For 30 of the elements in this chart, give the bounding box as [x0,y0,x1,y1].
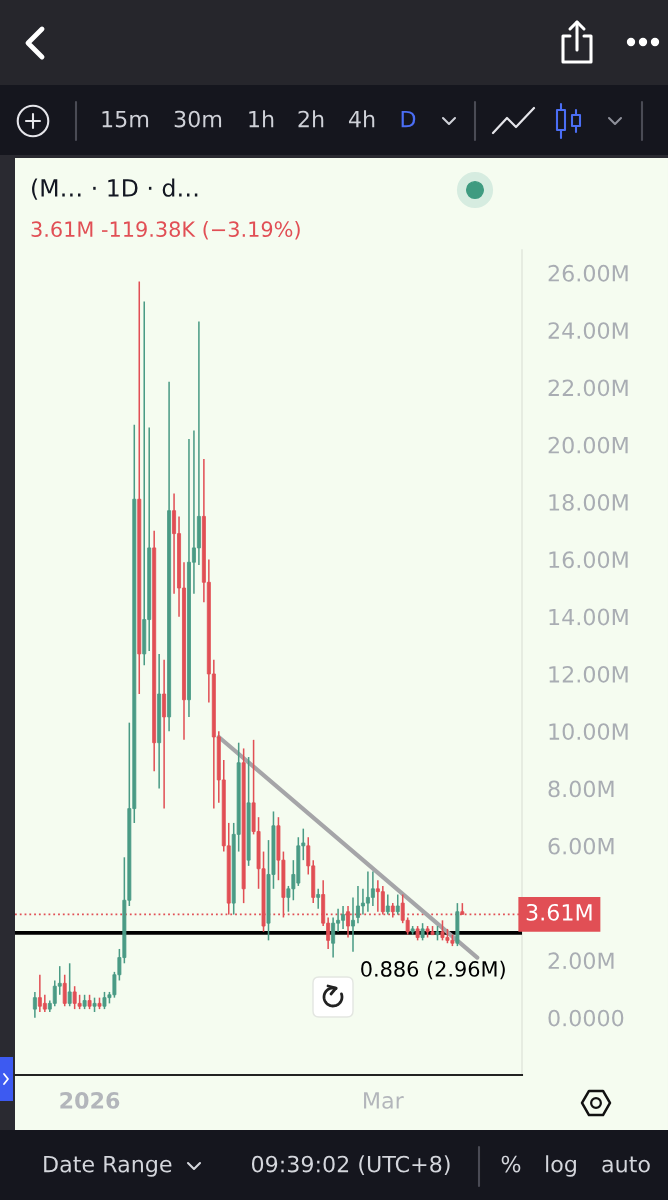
y-tick-label: 22.00M [548,379,628,397]
y-tick-label: 26.00M [548,264,628,282]
x-tick-label: Mar [364,1092,404,1109]
y-tick-label: 0.0000 [548,1009,624,1027]
text: 1h [249,110,274,128]
y-tick-label: 24.00M [548,322,628,339]
y-tick-label: 10.00M [549,723,628,741]
text: 2h [298,110,324,128]
text: Date Range [44,1155,172,1177]
y-tick-label: 8.00M [548,780,614,798]
y-tick-label: 12.00M [549,665,628,683]
text: % [501,1155,521,1173]
text: 15m [102,110,149,128]
text: 09:39:02 (UTC+8) [251,1155,450,1176]
text: 4h [348,110,375,128]
y-tick-label: 6.00M [548,837,614,855]
text: 30m [174,110,222,128]
y-tick-label: 20.00M [548,436,628,454]
text: log [546,1155,576,1177]
chart-title: (M… · 1D · d… [32,178,198,200]
y-tick-label: 14.00M [549,608,628,626]
text: D [401,110,416,128]
y-tick-label: 2.00M [548,952,614,970]
ref-line-label: 0.886 (2.96M) [361,960,505,980]
ref-line-label: 3.61M [526,903,592,921]
text: auto [602,1156,650,1173]
y-tick-label: 16.00M [549,551,628,569]
text: 3.61M -119.38K (−3.19%) [31,220,300,240]
x-tick-label: 2026 [60,1092,120,1109]
y-tick-label: 18.00M [549,494,628,511]
